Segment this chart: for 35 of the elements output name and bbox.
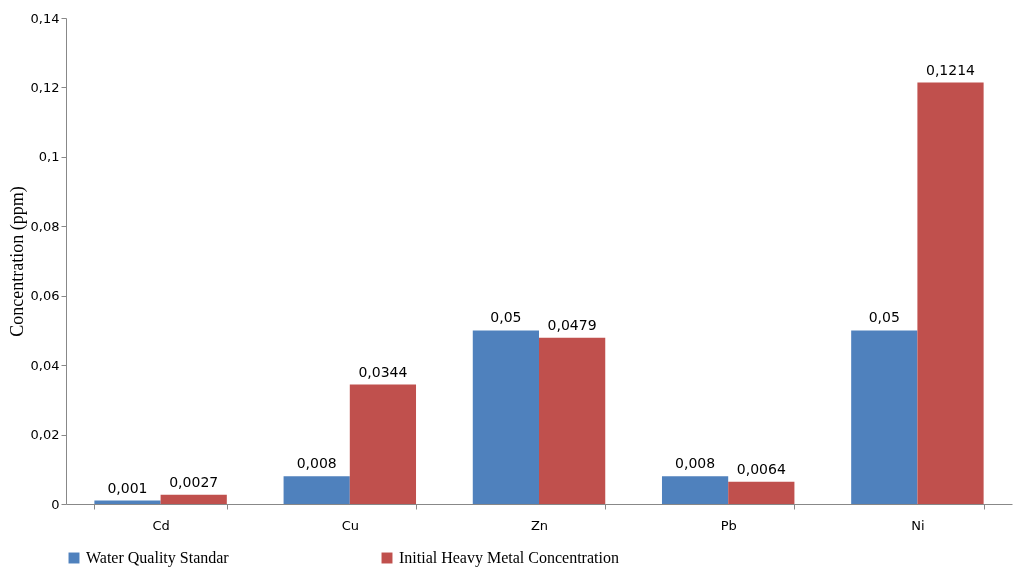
- bar: [160, 494, 227, 504]
- y-tick-label: 0,02: [30, 427, 60, 443]
- data-label: 0,05: [868, 309, 900, 326]
- y-tick-label: 0,08: [30, 218, 60, 234]
- bar: [349, 384, 417, 504]
- x-tick-label: Ni: [911, 517, 925, 533]
- data-label: 0,008: [296, 455, 337, 472]
- legend-label: Water Quality Standar: [86, 549, 230, 567]
- x-tick-label: Pb: [720, 517, 737, 533]
- y-tick-label: 0,12: [30, 79, 60, 95]
- x-tick-label: Cd: [152, 517, 170, 533]
- data-label: 0,001: [107, 479, 148, 496]
- bar: [917, 82, 984, 504]
- y-tick-label: 0,06: [30, 288, 60, 304]
- data-label: 0,0344: [358, 363, 408, 380]
- bar: [539, 337, 606, 504]
- y-tick-label: 0,04: [30, 357, 60, 373]
- data-label: 0,008: [675, 455, 716, 472]
- x-tick-label: Cu: [341, 517, 359, 533]
- y-tick-label: 0: [51, 496, 60, 512]
- bar: [851, 330, 918, 504]
- data-label: 0,05: [490, 309, 522, 326]
- y-tick-label: 0,14: [30, 10, 60, 26]
- bar: [472, 330, 539, 504]
- data-label: 0,1214: [926, 61, 976, 78]
- x-tick-label: Zn: [530, 517, 549, 533]
- y-tick-label: 0,1: [38, 149, 60, 165]
- data-label: 0,0064: [736, 460, 786, 477]
- y-axis-title: Concentration (ppm): [6, 186, 28, 337]
- bar: [661, 476, 729, 504]
- legend-label: Initial Heavy Metal Concentration: [399, 549, 619, 567]
- bar: [283, 476, 350, 504]
- bar: [728, 481, 795, 504]
- data-label: 0,0479: [547, 316, 597, 333]
- data-label: 0,0027: [169, 473, 219, 490]
